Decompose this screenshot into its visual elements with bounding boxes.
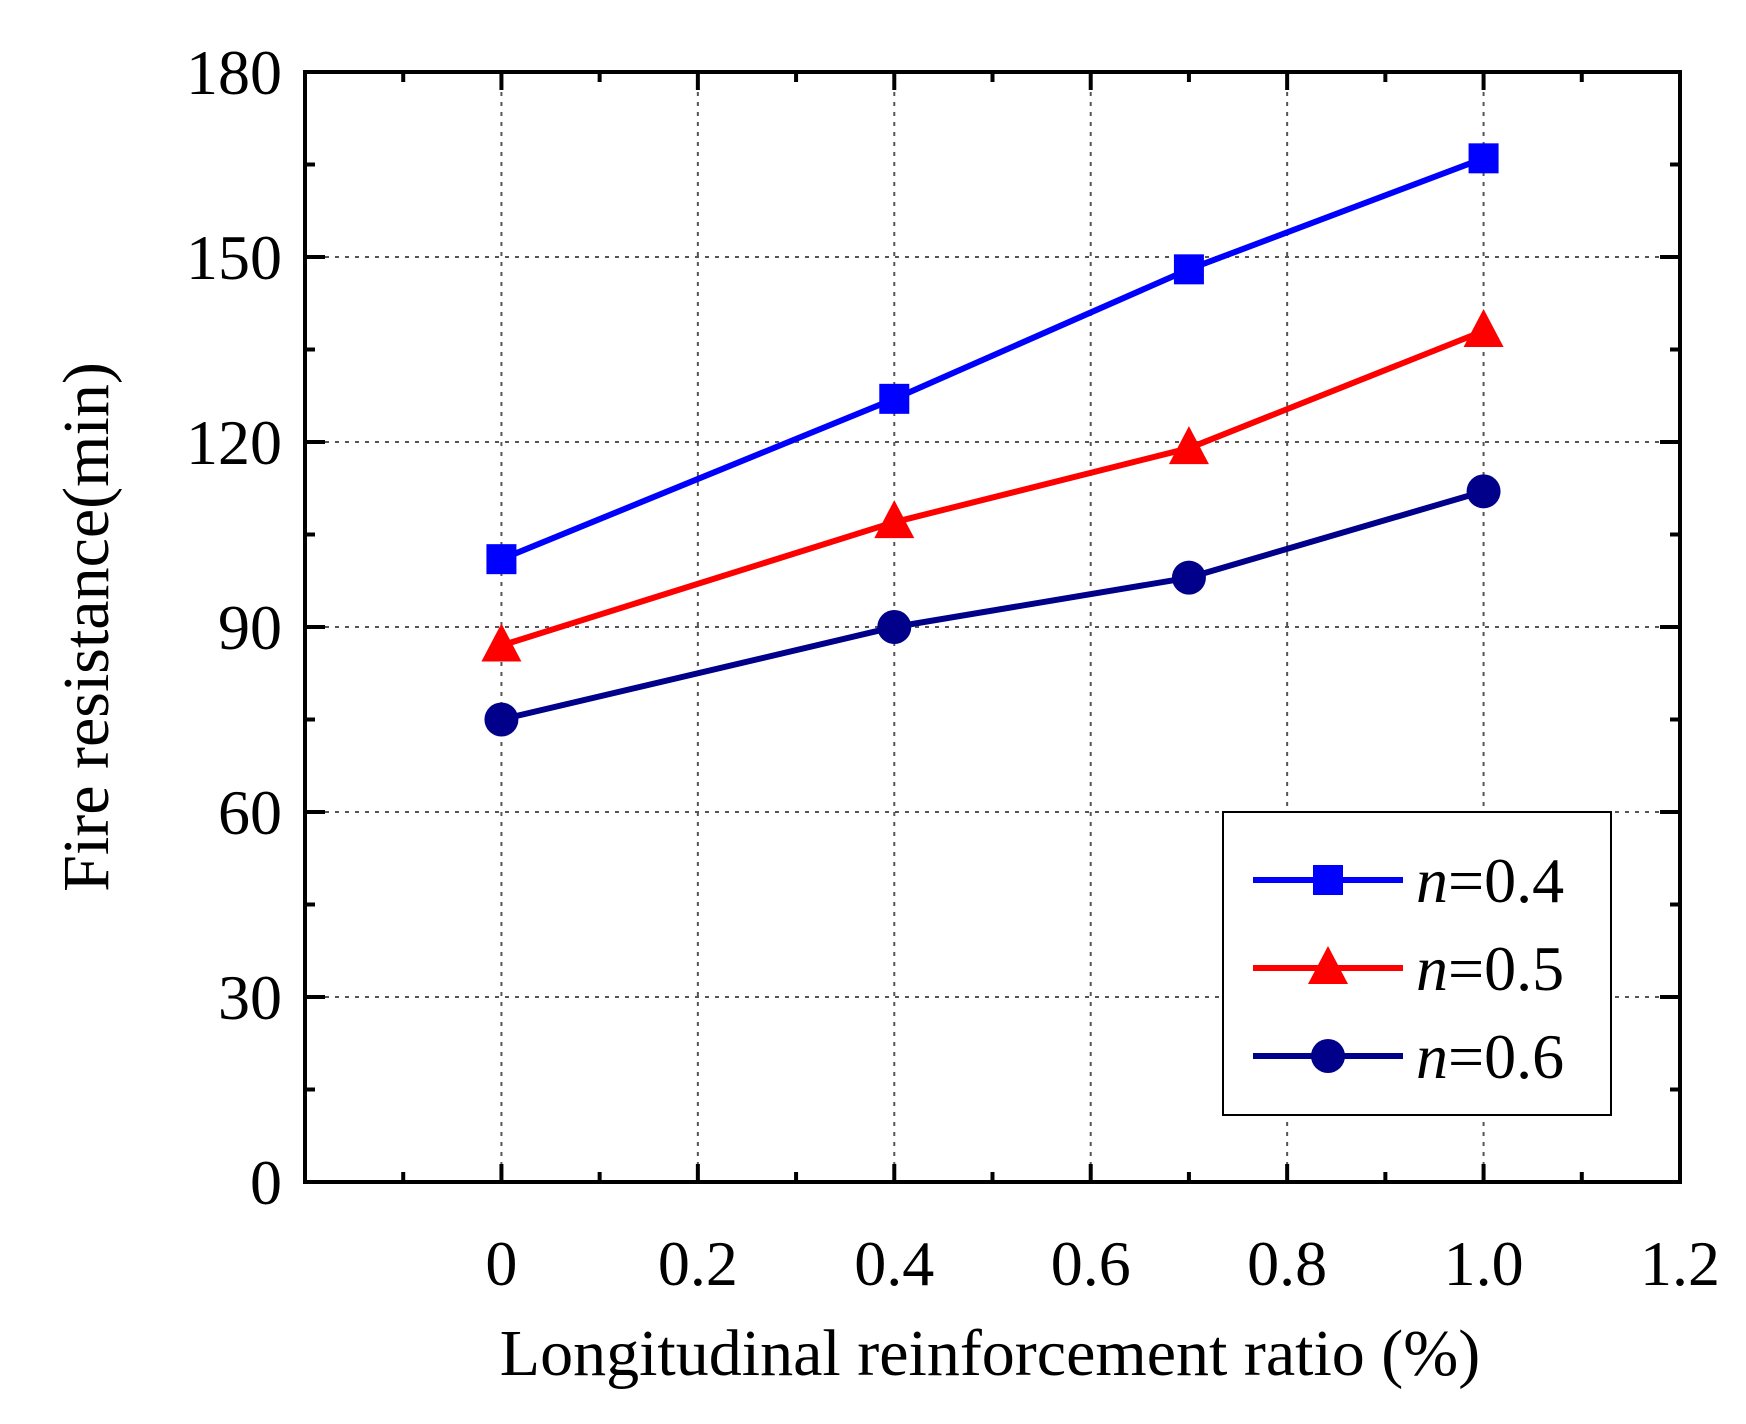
series-1 (486, 143, 1499, 575)
labels-layer: 0 0.2 0.4 0.6 0.8 1.0 1.2 0 30 60 90 120 150 180 (186, 37, 1720, 1299)
data-point-circle (1466, 474, 1501, 509)
series-layer (481, 143, 1504, 737)
data-point-circle (1171, 560, 1206, 595)
x-tick-label: 0.4 (854, 1228, 934, 1299)
y-tick-label: 180 (186, 37, 282, 108)
data-point-circle (877, 610, 912, 644)
series-line (500, 488, 1485, 723)
data-point-triangle (874, 500, 915, 539)
legend-entry: n=0.4 (1253, 845, 1564, 916)
data-point-triangle (1463, 309, 1504, 347)
legend-label-var: n (1416, 933, 1448, 1004)
data-point-square (1173, 254, 1204, 285)
y-tick-label: 0 (250, 1147, 282, 1218)
series-line (500, 155, 1485, 562)
legend: n=0.4n=0.5n=0.6 (1222, 811, 1612, 1116)
y-tick-label: 120 (186, 407, 282, 478)
legend-box (1222, 811, 1612, 1116)
x-tick-label: 0.8 (1247, 1228, 1327, 1299)
x-tick-label: 1.0 (1444, 1228, 1524, 1299)
y-tick-label: 60 (218, 777, 282, 848)
legend-marker-circle (1311, 1039, 1345, 1073)
legend-label-var: n (1416, 845, 1448, 916)
data-point-square (879, 383, 910, 414)
legend-label-value: =0.6 (1448, 1021, 1564, 1092)
series-line (500, 328, 1485, 649)
x-axis-title: Longitudinal reinforcement ratio (%) (500, 1317, 1480, 1390)
data-point-triangle (1168, 426, 1209, 465)
legend-label-var: n (1416, 1021, 1448, 1092)
data-point-square (486, 544, 517, 575)
series-2 (481, 309, 1504, 662)
legend-label-value: =0.5 (1448, 933, 1564, 1004)
legend-label: n=0.4 (1416, 845, 1564, 916)
legend-label: n=0.6 (1416, 1021, 1564, 1092)
x-tick-label: 0 (485, 1228, 517, 1299)
y-tick-label: 150 (186, 222, 282, 293)
x-tick-label: 1.2 (1640, 1228, 1720, 1299)
legend-entry: n=0.6 (1253, 1021, 1564, 1092)
legend-marker-triangle (1308, 946, 1348, 984)
data-point-triangle (481, 623, 522, 662)
legend-label-value: =0.4 (1448, 845, 1564, 916)
legend-entry: n=0.5 (1253, 933, 1564, 1004)
x-tick-label: 0.2 (658, 1228, 738, 1299)
y-axis-title: Fire resistance(min) (50, 362, 123, 892)
x-tick-label: 0.6 (1051, 1228, 1131, 1299)
data-point-circle (484, 702, 519, 737)
y-tick-label: 90 (218, 592, 282, 663)
data-point-square (1468, 143, 1499, 174)
ticks-layer (305, 70, 1682, 1184)
legend-marker-square (1313, 865, 1343, 895)
y-tick-label: 30 (218, 962, 282, 1033)
legend-label: n=0.5 (1416, 933, 1564, 1004)
series-3 (484, 474, 1501, 737)
